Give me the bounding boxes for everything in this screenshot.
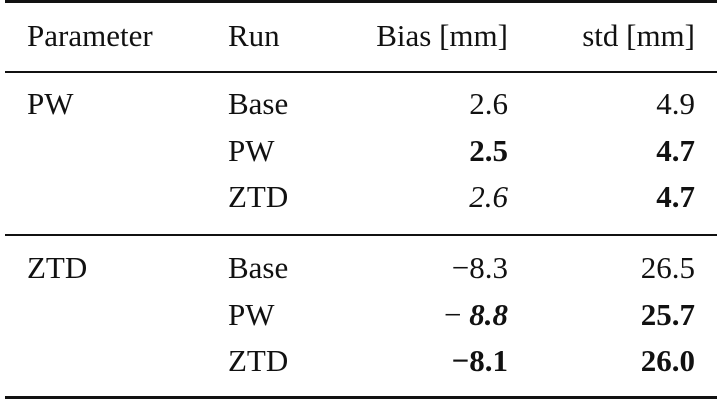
bias-cell: 2.5 <box>469 132 508 168</box>
bias-cell-part: 8.8 <box>469 296 508 332</box>
run-cell: PW <box>228 296 275 332</box>
group-label: PW <box>27 86 74 121</box>
std-cell: 25.7 <box>640 296 695 332</box>
bottom-rule <box>5 396 717 399</box>
std-cell: 26.5 <box>640 250 695 285</box>
bias-cell: 2.6 <box>469 86 508 121</box>
run-cell: Base <box>228 86 289 121</box>
std-cell: 4.9 <box>656 86 695 121</box>
bias-cell-part: − <box>444 296 470 332</box>
std-cell: 4.7 <box>656 132 695 168</box>
bias-cell: −8.3 <box>451 250 508 285</box>
std-cell: 4.7 <box>656 179 695 214</box>
run-cell: PW <box>228 132 275 168</box>
header-cell: Parameter <box>27 18 153 53</box>
group-rule <box>5 234 717 236</box>
header-cell: Bias [mm] <box>376 18 508 53</box>
header-cell: std [mm] <box>582 18 695 53</box>
header-rule <box>5 71 717 73</box>
run-cell: Base <box>228 250 289 285</box>
run-cell: ZTD <box>228 179 289 214</box>
bias-cell: −8.1 <box>451 343 508 378</box>
bias-cell: 2.6 <box>469 179 508 214</box>
top-rule <box>5 0 717 3</box>
group-label: ZTD <box>27 250 88 285</box>
header-cell: Run <box>228 18 280 53</box>
std-cell: 26.0 <box>640 343 695 378</box>
bias-cell: − 8.8 <box>444 299 508 330</box>
run-cell: ZTD <box>228 343 289 378</box>
